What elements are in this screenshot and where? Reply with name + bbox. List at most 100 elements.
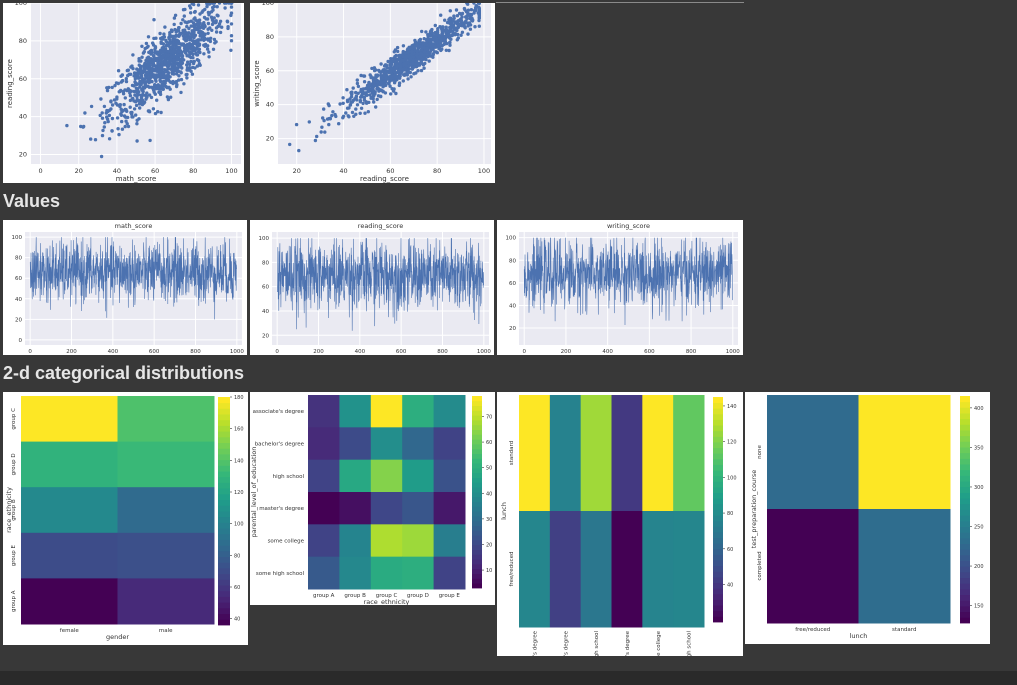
scatter-point (205, 47, 210, 51)
heatmap-cell (673, 511, 705, 628)
scatter-point (119, 107, 123, 112)
scatter-point (206, 37, 210, 41)
colorbar-segment (472, 544, 482, 550)
colorbar-segment (472, 482, 482, 488)
y-category-label: group C (11, 408, 17, 430)
scatter-point (154, 79, 158, 83)
scatter-point (208, 26, 212, 30)
colorbar-tick-label: 80 (727, 511, 733, 517)
heatmap-cell (402, 427, 435, 461)
scatter-point (448, 28, 452, 32)
scatter-point (122, 102, 126, 107)
scatter-point (156, 83, 160, 87)
scatter-point (134, 113, 138, 117)
scatter-point (166, 64, 170, 68)
scatter-point (115, 95, 119, 99)
scatter-point (323, 130, 327, 134)
x-tick-label: 20 (75, 167, 83, 175)
scatter-point (350, 92, 354, 97)
colorbar-segment (218, 511, 230, 518)
scatter-point (406, 55, 410, 59)
scatter-point (389, 76, 393, 81)
scatter-point (444, 48, 448, 52)
scatter-point (156, 61, 160, 65)
scatter-point (437, 34, 441, 38)
x-tick-label: 0 (522, 349, 526, 355)
scatter-point (180, 61, 185, 65)
scatter-point (459, 33, 463, 37)
scatter-point (117, 132, 121, 137)
scatter-point (123, 88, 127, 92)
scatter-point (386, 59, 390, 64)
scatter-point (161, 79, 166, 84)
heatmap-cell (858, 395, 951, 510)
colorbar-segment (713, 419, 723, 426)
y-category-label: some college (268, 539, 305, 545)
colorbar-segment (960, 424, 970, 431)
x-category-label: group D (407, 593, 429, 599)
scatter-point (140, 55, 144, 59)
scatter-point (140, 102, 145, 107)
scatter-point (150, 79, 154, 84)
colorbar-segment (218, 436, 230, 443)
colorbar-segment (960, 605, 970, 613)
scatter-point (191, 24, 195, 28)
scatter-point (466, 24, 470, 28)
scatter-point (398, 76, 402, 80)
heatmap-cell (339, 395, 372, 428)
scatter-point (79, 124, 83, 129)
scatter-point (452, 26, 456, 30)
scatter-point (375, 80, 380, 84)
scatter-point (119, 88, 123, 93)
colorbar-segment (960, 464, 970, 471)
heatmap-cell (308, 556, 340, 590)
scatter-point (418, 37, 423, 42)
scatter-point (178, 32, 183, 36)
scatter-point (466, 32, 470, 36)
colorbar-tick-label: 60 (486, 440, 492, 446)
y-tick-label: 100 (12, 235, 23, 241)
scatter-point (383, 83, 387, 88)
scatter-point (428, 39, 432, 43)
colorbar-segment (960, 503, 970, 510)
scatter-point (134, 71, 139, 75)
colorbar-segment (713, 447, 723, 454)
colorbar-tick-label: 70 (486, 414, 492, 420)
scatter-point (405, 73, 409, 77)
scatter-point (222, 3, 227, 5)
scatter-point (359, 73, 363, 78)
colorbar-segment (218, 499, 230, 506)
scatter-point (182, 14, 186, 18)
scatter-point (147, 93, 152, 97)
scatter-point (89, 137, 93, 141)
scatter-point (191, 45, 196, 50)
scatter-point (355, 81, 360, 86)
scatter-point (394, 91, 398, 96)
y-tick-label: 40 (509, 303, 516, 309)
y-tick-label: 20 (15, 317, 22, 323)
colorbar-segment (472, 453, 482, 459)
colorbar-tick-label: 300 (974, 485, 984, 491)
scatter-point (388, 59, 393, 64)
colorbar-segment (472, 400, 482, 406)
scatter-point (135, 67, 139, 71)
y-tick-label: 80 (19, 37, 27, 45)
heatmap-cell (21, 532, 118, 579)
colorbar-tick-label: 150 (974, 604, 984, 610)
scatter-point (128, 105, 132, 109)
scatter-point (202, 52, 206, 56)
colorbar-segment (713, 543, 723, 550)
scatter-point (389, 64, 393, 68)
scatter-point (169, 49, 173, 54)
scatter-point (220, 25, 224, 29)
heatmap-cell (339, 459, 372, 493)
scatter-point (229, 39, 234, 43)
scatter-point (457, 18, 461, 23)
scatter-point (347, 106, 351, 110)
scatter-point (384, 76, 388, 80)
scatter-point (146, 109, 151, 113)
scatter-point (468, 27, 473, 31)
scatter-point (141, 70, 145, 75)
scatter-point (441, 25, 445, 29)
x-category-label: standard (892, 627, 916, 633)
